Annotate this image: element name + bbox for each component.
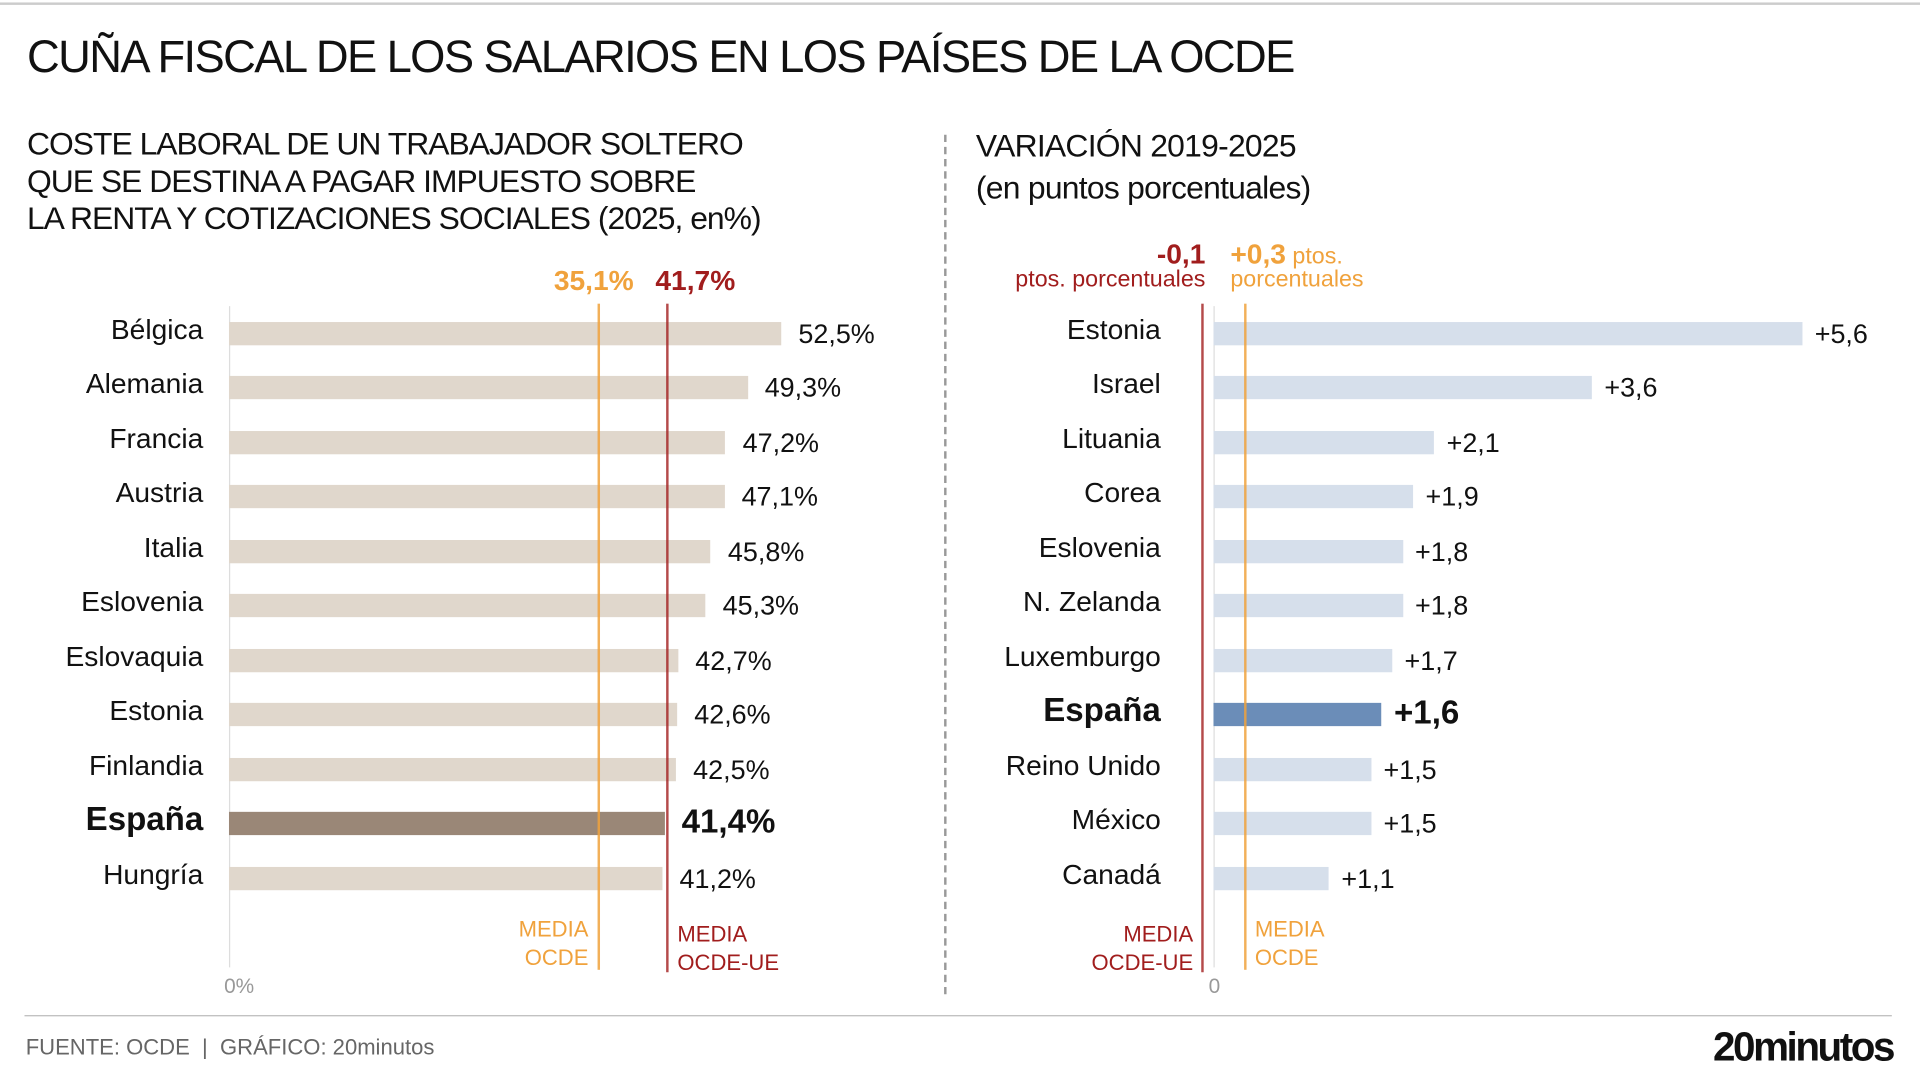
category-label: México [1071, 803, 1161, 836]
value-label: +1,8 [1415, 590, 1469, 622]
reference-line-media-ocde [596, 303, 600, 970]
brand-logo: 20minutos [1713, 1023, 1896, 1069]
category-label: Francia [109, 422, 204, 455]
category-label: Alemania [85, 367, 204, 400]
category-label: Israel [1091, 367, 1161, 400]
value-label: +1,6 [1393, 694, 1460, 732]
value-label: 42,6% [694, 699, 771, 730]
bar [1213, 648, 1393, 672]
bar [1213, 322, 1803, 346]
bar [228, 703, 678, 727]
bar [228, 322, 782, 346]
value-label: 41,4% [681, 803, 776, 841]
bar [1213, 757, 1372, 781]
category-label: Eslovaquia [65, 640, 204, 672]
value-label: +1,5 [1383, 753, 1437, 785]
bar [1213, 376, 1593, 400]
reference-value-label: 35,1% [553, 264, 634, 297]
value-label: 42,5% [693, 753, 770, 785]
page-title: CUÑA FISCAL DE LOS SALARIOS EN LOS PAÍSE… [26, 31, 1295, 83]
category-label: Italia [143, 531, 204, 564]
value-label: +1,9 [1425, 481, 1479, 513]
reference-line-media-ocde-ue [666, 303, 669, 973]
reference-value-label: +0,3 [1230, 237, 1286, 270]
reference-value-group: +0,3 ptos. [1230, 238, 1343, 271]
bar [228, 539, 711, 564]
bar [1213, 539, 1403, 564]
reference-unit-label: ptos. [1285, 243, 1343, 270]
reference-unit-label: ptos. porcentuales [1015, 266, 1206, 293]
bar [228, 757, 677, 781]
category-label: Eslovenia [81, 585, 204, 618]
value-label: +3,6 [1604, 372, 1658, 404]
value-label: 41,2% [679, 862, 756, 894]
value-label: 45,3% [722, 590, 800, 622]
source-footer: FUENTE: OCDE | GRÁFICO: 20minutos [25, 1034, 435, 1060]
x-axis-tick-label: 0% [224, 974, 255, 998]
category-label: Estonia [109, 694, 204, 727]
category-label: Bélgica [110, 313, 204, 346]
reference-line-media-ocde [1243, 303, 1247, 970]
category-label: Canadá [1062, 857, 1161, 890]
bar [1213, 811, 1372, 836]
top-rule [0, 2, 1920, 5]
category-label: Hungría [103, 857, 204, 890]
bar [1213, 703, 1382, 727]
reference-unit-label: porcentuales [1230, 266, 1364, 293]
reference-note: MEDIA OCDE-UE [1091, 922, 1194, 975]
dashed-divider [944, 134, 947, 995]
y-axis-line [1213, 306, 1215, 968]
category-label: Corea [1084, 476, 1161, 509]
reference-line-media-ocde-ue [1201, 303, 1205, 973]
bar [228, 648, 679, 672]
category-label: Luxemburgo [1004, 640, 1161, 672]
value-label: 42,7% [695, 644, 772, 676]
bar [228, 866, 663, 890]
bottom-rule [24, 1015, 1892, 1017]
category-label: Finlandia [88, 748, 204, 781]
category-label: Estonia [1066, 313, 1161, 346]
reference-note: MEDIA OCDE [518, 917, 589, 970]
right-chart-title: VARIACIÓN 2019-2025 (en puntos porcentua… [975, 127, 1311, 206]
reference-value-label: 41,7% [655, 264, 736, 297]
bar [228, 430, 726, 455]
bar [1213, 430, 1435, 455]
category-label: Reino Unido [1005, 748, 1161, 781]
bar [1213, 485, 1414, 509]
reference-value-label: -0,1 [1156, 237, 1206, 270]
value-label: +1,1 [1341, 862, 1395, 894]
bar [1213, 594, 1403, 618]
left-chart-title: COSTE LABORAL DE UN TRABAJADOR SOLTERO Q… [26, 124, 762, 237]
value-label: 49,3% [764, 372, 842, 404]
value-label: +1,7 [1404, 644, 1458, 676]
bar [228, 376, 748, 400]
category-label: Eslovenia [1038, 531, 1161, 564]
value-label: +1,8 [1415, 536, 1469, 567]
value-label: +5,6 [1814, 318, 1868, 349]
value-label: 47,1% [741, 481, 818, 513]
value-label: 52,5% [798, 318, 875, 349]
category-label: Austria [115, 476, 204, 509]
bar [228, 811, 665, 836]
bar [228, 594, 706, 618]
x-axis-tick-label: 0 [1208, 974, 1221, 998]
bar [228, 485, 725, 509]
bar [1213, 866, 1330, 890]
value-label: 47,2% [742, 427, 820, 458]
reference-note: MEDIA OCDE-UE [677, 922, 780, 975]
value-label: +2,1 [1446, 427, 1500, 458]
value-label: 45,8% [727, 536, 805, 567]
category-label: Lituania [1062, 422, 1161, 455]
value-label: +1,5 [1383, 808, 1437, 839]
y-axis-line [228, 306, 231, 968]
category-label: España [1043, 692, 1161, 729]
category-label: España [85, 800, 204, 838]
category-label: N. Zelanda [1023, 585, 1161, 618]
reference-note: MEDIA OCDE [1254, 917, 1325, 970]
